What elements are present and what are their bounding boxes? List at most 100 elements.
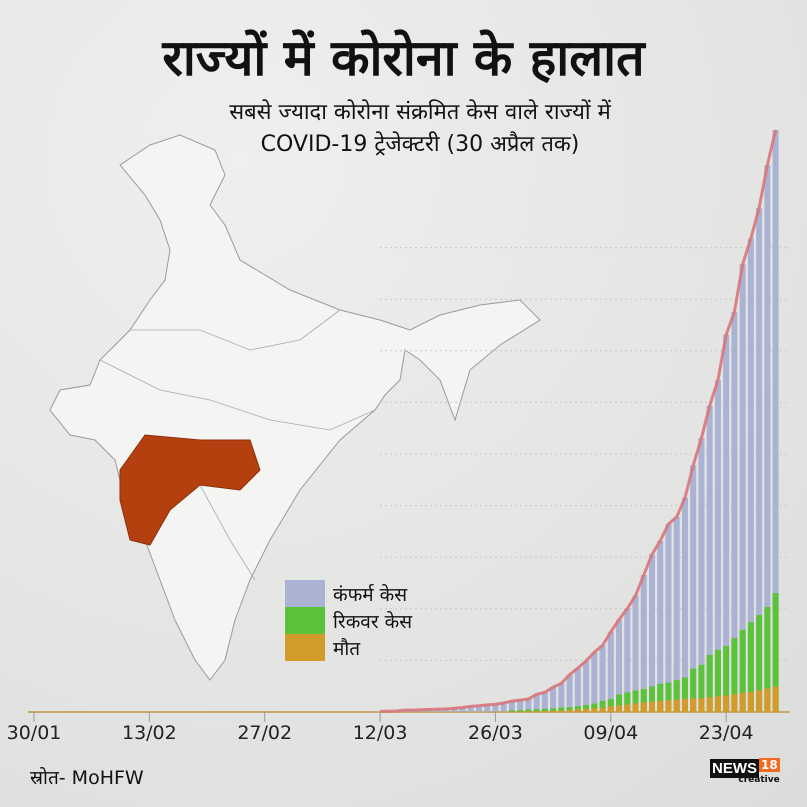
bar-recovered — [508, 710, 515, 712]
legend-label: रिकवर केस — [333, 610, 413, 633]
bar-confirmed — [731, 311, 738, 712]
bar-deaths — [731, 694, 738, 712]
india-outline — [49, 134, 541, 681]
bar-deaths — [591, 708, 598, 712]
legend-swatch — [285, 634, 325, 661]
bar-confirmed — [756, 207, 763, 712]
bar-recovered — [747, 622, 754, 712]
bar-confirmed — [723, 334, 730, 712]
legend-item-confirmed: कंफर्म केस — [285, 580, 412, 607]
bar-deaths — [723, 695, 730, 712]
bar-confirmed — [714, 380, 721, 712]
bar-recovered — [731, 638, 738, 712]
bar-confirmed — [533, 694, 540, 712]
bar-deaths — [714, 696, 721, 712]
x-tick-label: 13/02 — [121, 722, 177, 744]
bar-recovered — [723, 646, 730, 712]
state-borders — [130, 309, 341, 351]
bar-deaths — [756, 690, 763, 712]
bar-recovered — [649, 686, 655, 712]
x-tick-label: 27/02 — [237, 722, 293, 744]
bar-recovered — [764, 607, 771, 712]
bar-confirmed — [492, 704, 499, 712]
bar-confirmed — [591, 652, 598, 712]
bar-recovered — [607, 698, 614, 712]
x-tick-label: 23/04 — [698, 722, 754, 744]
bar-recovered — [591, 703, 598, 712]
bar-confirmed — [657, 540, 664, 712]
bar-confirmed — [640, 574, 647, 712]
bar-confirmed — [616, 619, 623, 712]
bar-deaths — [624, 704, 631, 712]
bar-recovered — [533, 709, 540, 712]
state-borders — [99, 359, 376, 431]
source-note: स्रोत- MoHFW — [30, 767, 144, 789]
logo-subtext: creative — [738, 775, 780, 785]
legend-swatch — [285, 607, 325, 634]
bar-confirmed — [747, 238, 754, 713]
bar-confirmed — [706, 405, 713, 712]
bar-confirmed — [574, 668, 581, 712]
bar-confirmed — [525, 699, 532, 712]
bar-recovered — [616, 694, 623, 712]
bar-recovered — [657, 683, 664, 712]
bar-confirmed — [690, 465, 697, 712]
bar-recovered — [599, 700, 606, 712]
bar-deaths — [525, 711, 532, 712]
bar-deaths — [649, 701, 655, 712]
bar-recovered — [517, 710, 524, 712]
bar-deaths — [698, 698, 705, 712]
bar-confirmed — [566, 674, 573, 712]
bar-deaths — [583, 708, 590, 712]
bar-confirmed — [459, 707, 466, 712]
bar-deaths — [681, 698, 688, 712]
bar-recovered — [739, 629, 746, 712]
bar-deaths — [673, 699, 680, 712]
bar-recovered — [681, 677, 688, 712]
subtitle-line-2: COVID-19 ट्रेजेक्टरी (30 अप्रैल तक) — [260, 132, 580, 157]
bar-confirmed — [500, 703, 507, 712]
legend-item-recovered: रिकवर केस — [285, 607, 412, 634]
bar-recovered — [772, 593, 779, 712]
bar-deaths — [533, 711, 540, 712]
bar-recovered — [714, 649, 721, 712]
bar-confirmed — [508, 701, 515, 712]
logo-text: NEWS — [710, 759, 759, 778]
bar-confirmed — [541, 692, 548, 712]
bar-recovered — [756, 615, 763, 712]
bar-confirmed — [475, 705, 482, 712]
legend-label: मौत — [333, 637, 361, 660]
bar-confirmed — [665, 524, 672, 712]
page-title: राज्यों में कोरोना के हालात — [162, 29, 645, 87]
bar-deaths — [566, 710, 573, 712]
bar-confirmed — [583, 661, 590, 712]
bar-recovered — [574, 706, 581, 712]
bar-confirmed — [377, 711, 384, 712]
bar-deaths — [690, 698, 697, 712]
bar-deaths — [657, 701, 664, 712]
bar-confirmed — [681, 497, 688, 712]
bar-deaths — [541, 711, 548, 712]
bar-confirmed — [443, 708, 449, 712]
bar-confirmed — [772, 130, 779, 712]
bar-confirmed — [517, 700, 524, 712]
bar-confirmed — [649, 554, 655, 712]
bar-recovered — [706, 654, 713, 712]
bar-deaths — [706, 697, 713, 712]
bar-confirmed — [739, 264, 746, 712]
bar-recovered — [550, 708, 557, 712]
bar-deaths — [640, 702, 647, 712]
x-tick-label: 12/03 — [352, 722, 408, 744]
bar-deaths — [764, 688, 771, 712]
bar-deaths — [550, 710, 557, 712]
x-tick-label: 09/04 — [583, 722, 639, 744]
x-tick-label: 26/03 — [468, 722, 523, 744]
bar-recovered — [665, 682, 672, 712]
bar-confirmed — [451, 708, 458, 712]
bar-confirmed — [764, 165, 771, 712]
legend: कंफर्म केस रिकवर केस मौत — [285, 580, 412, 661]
bar-deaths — [558, 710, 565, 712]
subtitle-line-1: सबसे ज्यादा कोरोना संक्रमित केस वाले राज… — [229, 100, 611, 125]
